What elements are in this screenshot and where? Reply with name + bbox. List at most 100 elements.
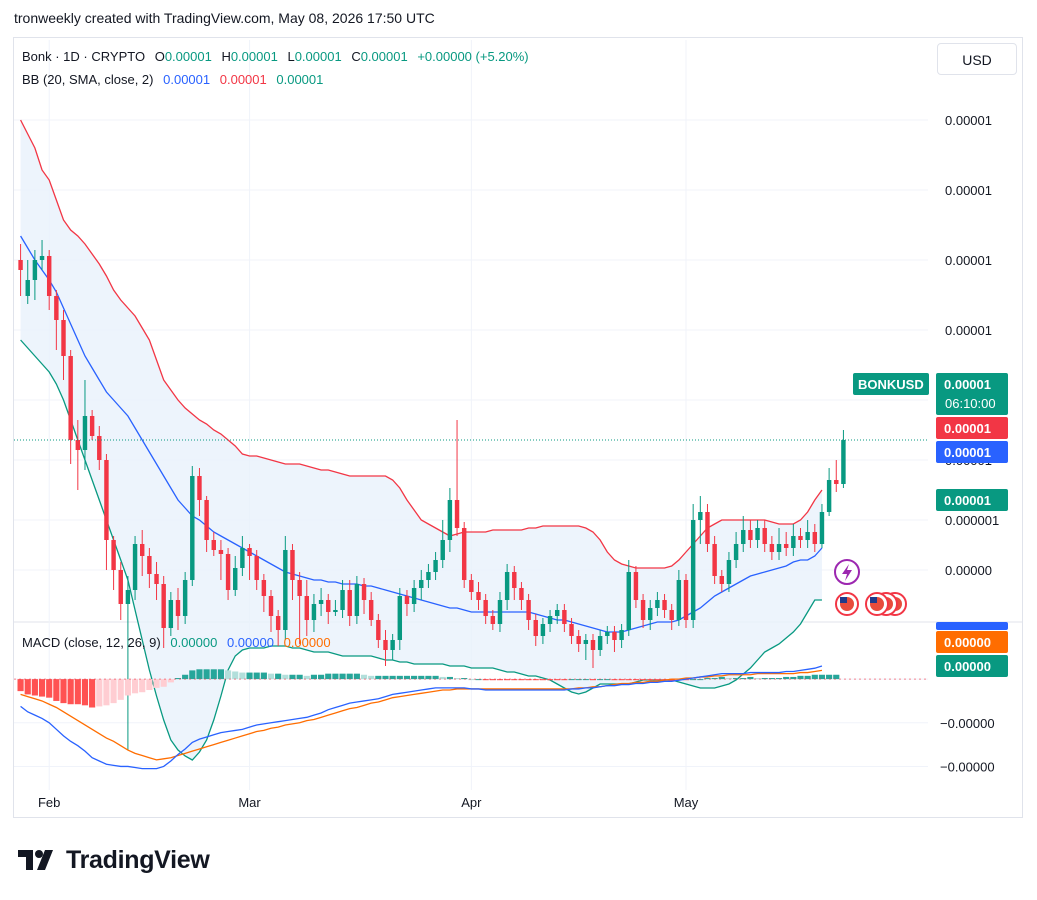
tradingview-logo[interactable]: TradingView <box>18 846 210 875</box>
candle <box>433 552 438 580</box>
candle-body <box>211 540 216 550</box>
candle-body <box>39 256 45 260</box>
macd-histogram-bar <box>718 676 725 680</box>
candle-body <box>819 512 825 544</box>
macd-histogram-bar <box>461 678 468 680</box>
us-flag-event-icons[interactable] <box>835 592 907 616</box>
macd-histogram-bar <box>411 675 418 680</box>
candle-body <box>469 580 474 592</box>
candle <box>190 466 195 586</box>
macd-histogram-bar <box>439 676 446 680</box>
candle-body <box>583 640 589 644</box>
chart-attribution: tronweekly created with TradingView.com,… <box>14 10 435 26</box>
candle-body <box>562 610 567 624</box>
candle <box>547 610 553 632</box>
macd-histogram-bar <box>704 678 711 680</box>
candle-body <box>483 600 488 616</box>
candle-body <box>690 520 696 620</box>
macd-histogram-bar <box>589 679 597 681</box>
macd-histogram-bar <box>725 678 733 680</box>
macd-histogram-bar <box>174 678 182 680</box>
open-value: 0.00001 <box>164 49 212 64</box>
candle-body <box>733 544 739 560</box>
candle-body <box>447 500 453 540</box>
candle <box>633 566 639 608</box>
macd-histogram-bar <box>654 679 661 681</box>
macd-histogram-bar <box>833 674 840 680</box>
macd-histogram-bar <box>239 672 246 680</box>
symbol-label[interactable]: Bonk · 1D · CRYPTO <box>22 49 146 64</box>
currency-button[interactable]: USD <box>937 43 1017 75</box>
macd-histogram-bar <box>382 675 389 680</box>
candle <box>461 522 467 588</box>
macd-histogram-bar <box>539 679 546 681</box>
high-label: H <box>221 49 231 64</box>
macd-histogram-bar <box>96 679 103 707</box>
macd-line-tag-bg <box>936 622 1008 630</box>
macd-label[interactable]: MACD (close, 12, 26, 9) <box>22 635 161 650</box>
macd-histogram-bar <box>453 678 461 680</box>
macd-histogram-bar <box>296 674 303 680</box>
last-price-tag-text: 0.00001 <box>944 377 991 392</box>
candle <box>798 528 803 548</box>
candle <box>182 572 188 624</box>
candle <box>590 634 596 668</box>
candle <box>97 426 102 470</box>
macd-histogram-bar <box>74 679 81 705</box>
candle-body <box>597 636 603 650</box>
time-axis-label: May <box>674 795 699 810</box>
bb-label[interactable]: BB (20, SMA, close, 2) <box>22 72 154 87</box>
candle <box>776 528 782 560</box>
candle <box>39 240 45 270</box>
candlestick-series <box>18 240 846 750</box>
price-axis-label: 0.00000 <box>945 563 992 578</box>
candle-body <box>125 590 131 604</box>
macd-histogram-bar <box>375 675 382 680</box>
candle <box>89 410 95 440</box>
candle-body <box>383 640 388 650</box>
candle <box>762 520 767 552</box>
candle-body <box>404 596 410 604</box>
candle-body <box>526 600 531 620</box>
candle <box>268 590 274 632</box>
candle <box>225 548 231 600</box>
macd-histogram-bar <box>475 679 482 681</box>
macd-histogram-bar <box>225 670 232 680</box>
symbol-tag-text: BONKUSD <box>858 377 924 392</box>
candle <box>240 536 245 576</box>
us-flag-icon <box>865 592 889 616</box>
candle <box>741 516 746 552</box>
macd-histogram-bar <box>17 679 24 692</box>
candle <box>469 574 474 600</box>
candle-body <box>512 572 517 588</box>
candle <box>247 544 252 580</box>
change-value: +0.00000 (+5.20%) <box>417 49 529 64</box>
macd-histogram-bar <box>826 674 833 680</box>
candle <box>354 576 360 624</box>
candle-body <box>275 616 281 630</box>
candle <box>111 536 116 590</box>
candle <box>805 520 810 548</box>
candle <box>254 550 259 590</box>
candle <box>426 564 431 588</box>
macd-histogram-bar <box>418 675 425 680</box>
macd-histogram-bar <box>482 679 489 681</box>
candle-body <box>154 574 159 584</box>
macd-histogram-bar <box>761 678 768 680</box>
candle <box>25 260 30 304</box>
candle-body <box>676 580 682 620</box>
candle-body <box>726 560 732 584</box>
candle <box>383 630 388 666</box>
candle <box>626 560 631 636</box>
candle-body <box>626 572 631 630</box>
macd-histogram-bar <box>575 679 582 681</box>
candle <box>411 580 417 612</box>
lower-band-tag-text: 0.00001 <box>944 493 991 508</box>
candle-body <box>233 568 238 590</box>
candle-body <box>712 544 717 576</box>
macd-histogram-bar <box>389 675 396 680</box>
candle-body <box>204 500 209 540</box>
lightning-event-icon[interactable] <box>834 559 860 585</box>
candle <box>655 592 660 616</box>
